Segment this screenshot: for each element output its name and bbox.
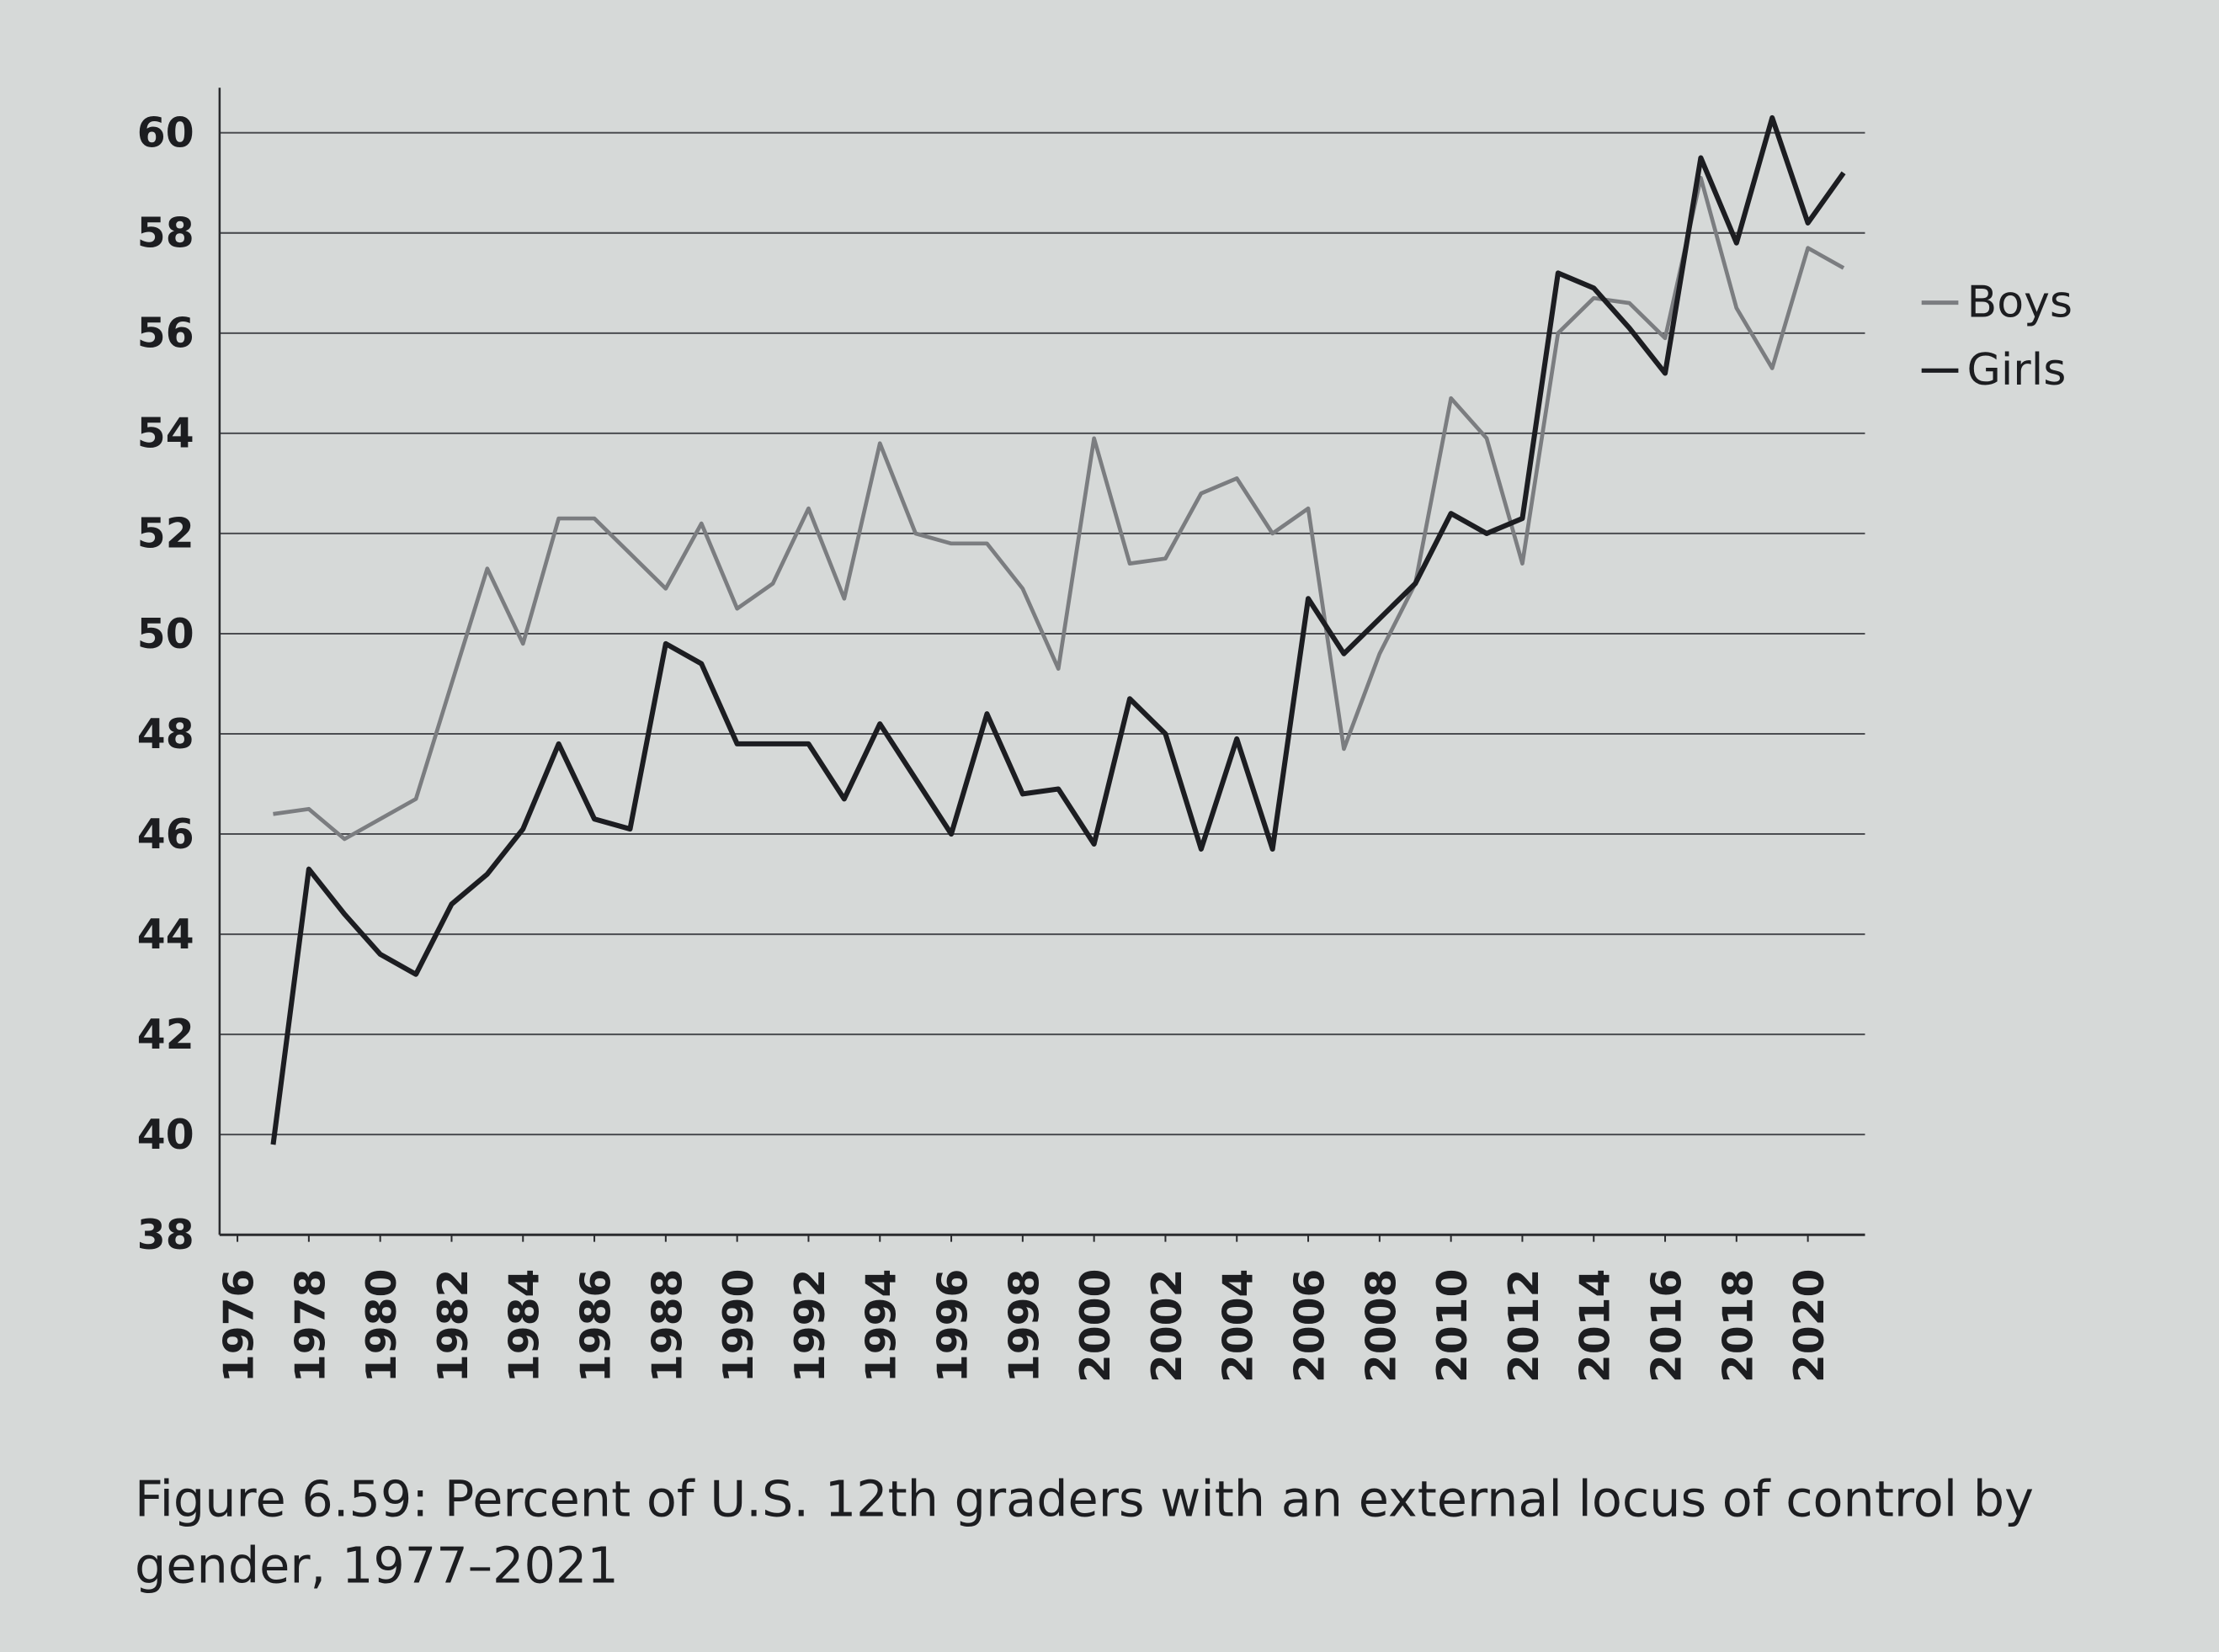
line-series xyxy=(270,114,1846,1145)
y-tick-label: 44 xyxy=(137,911,194,959)
x-tick-label: 1976 xyxy=(216,1269,263,1384)
x-tick-label: 1992 xyxy=(787,1269,834,1384)
caption-box: Figure 6.59: Percent of U.S. 12th grader… xyxy=(135,1472,2034,1596)
y-tick-label: 50 xyxy=(137,611,194,658)
x-tick-label: 1988 xyxy=(644,1269,691,1384)
y-tick-label: 58 xyxy=(137,210,194,258)
chart-caption: Figure 6.59: Percent of U.S. 12th grader… xyxy=(135,1472,2034,1596)
x-tick-label: 2008 xyxy=(1358,1269,1405,1384)
x-tick-label: 1980 xyxy=(359,1269,406,1384)
y-tick-label: 60 xyxy=(137,110,194,157)
x-tick-label: 1998 xyxy=(1001,1269,1048,1384)
x-tick-label: 2006 xyxy=(1287,1269,1334,1384)
x-tick-label: 2004 xyxy=(1216,1269,1263,1384)
y-tick-label: 40 xyxy=(137,1112,194,1159)
y-tick-label: 42 xyxy=(137,1012,194,1059)
x-tick-label: 2014 xyxy=(1572,1269,1620,1384)
line-series xyxy=(273,175,1845,842)
x-tick-label: 2000 xyxy=(1072,1269,1120,1384)
y-tick-label: 54 xyxy=(137,411,194,458)
y-tick-label: 38 xyxy=(137,1212,194,1259)
legend-label: Boys xyxy=(1966,277,2073,327)
y-tick-label: 48 xyxy=(137,711,194,758)
x-tick-label: 1990 xyxy=(716,1269,763,1384)
y-tick-label: 46 xyxy=(137,811,194,858)
x-tick-label: 1984 xyxy=(502,1269,549,1384)
x-tick-label: 1994 xyxy=(859,1269,906,1384)
x-tick-label: 1996 xyxy=(930,1269,977,1384)
x-tick-label: 2018 xyxy=(1715,1269,1762,1384)
x-tick-label: 2012 xyxy=(1501,1269,1548,1384)
x-tick-label: 1978 xyxy=(287,1269,334,1384)
legend-label: Girls xyxy=(1966,345,2066,396)
x-tick-label: 2010 xyxy=(1429,1269,1477,1384)
x-tick-label: 1986 xyxy=(573,1269,620,1384)
y-tick-label: 56 xyxy=(137,311,194,358)
x-tick-label: 2002 xyxy=(1144,1269,1191,1384)
x-tick-label: 2020 xyxy=(1786,1269,1833,1384)
x-tick-label: 1982 xyxy=(430,1269,477,1384)
x-tick-label: 2016 xyxy=(1644,1269,1691,1384)
y-tick-label: 52 xyxy=(137,511,194,558)
